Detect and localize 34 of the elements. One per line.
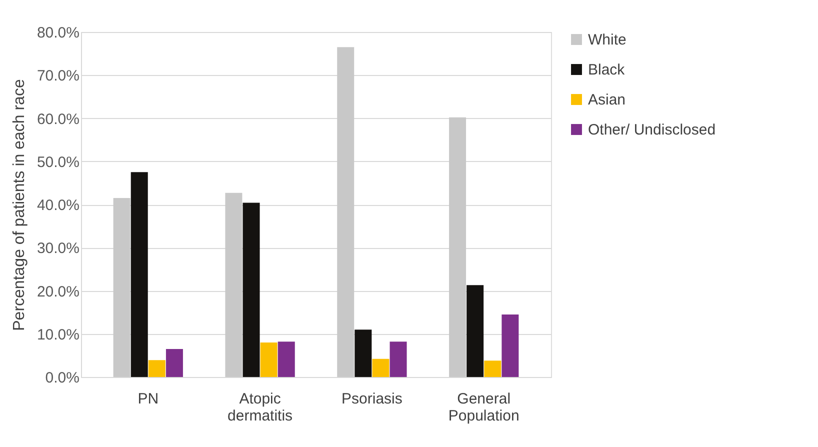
bar: [354, 330, 372, 377]
y-tick-label: 70.0%: [36, 68, 80, 85]
legend-label: White: [588, 32, 626, 48]
y-tick-label: 10.0%: [36, 326, 80, 344]
y-tick-label: 40.0%: [36, 197, 80, 214]
bar: [278, 342, 295, 377]
x-tick-label: PN: [138, 390, 159, 408]
bar: [242, 202, 260, 377]
bar: [449, 117, 466, 377]
y-tick-label: 30.0%: [36, 240, 80, 258]
y-tick-label: 60.0%: [36, 110, 80, 128]
y-tick-label: 0.0%: [45, 370, 80, 386]
y-tick-label: 20.0%: [36, 283, 80, 300]
x-tick-label: General Population: [448, 390, 520, 424]
bar: [130, 172, 148, 377]
bar: [372, 358, 390, 377]
x-tick-label: Psoriasis: [342, 390, 402, 408]
bar: [148, 360, 166, 377]
legend-label: Asian: [588, 92, 626, 108]
x-tick-label: Atopic dermatitis: [228, 390, 293, 424]
y-tick-label: 80.0%: [36, 24, 80, 42]
bar: [484, 360, 502, 377]
bar: [502, 314, 519, 377]
y-axis-title: Percentage of patients in each race: [10, 79, 28, 331]
legend-label: Black: [588, 62, 626, 78]
bar: [390, 342, 407, 377]
bar: [166, 348, 183, 377]
bar: [225, 192, 242, 377]
y-tick-label: 50.0%: [36, 154, 80, 171]
bar: [260, 342, 278, 377]
bar: [466, 285, 484, 377]
legend-label: Other/ Undisclosed: [588, 122, 716, 138]
bar: [337, 47, 354, 377]
bar: [113, 198, 130, 377]
